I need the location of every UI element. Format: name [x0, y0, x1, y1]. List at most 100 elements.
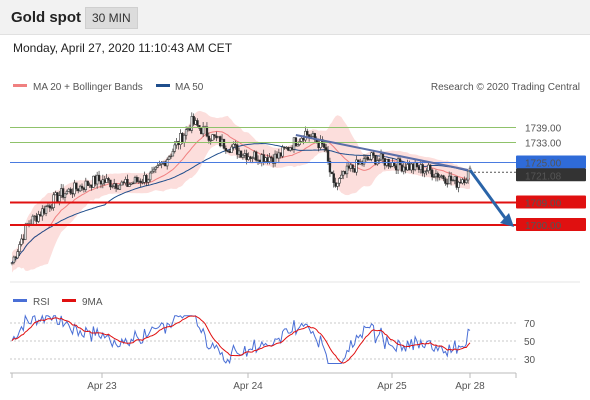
candle-body	[118, 184, 122, 190]
candle-body	[48, 205, 52, 209]
candle-body	[300, 137, 303, 142]
candle-body	[131, 182, 135, 185]
candle-body	[67, 188, 70, 192]
candle-body	[364, 156, 368, 159]
candle-body	[139, 180, 142, 183]
ma50-legend-label: MA 50	[175, 82, 204, 93]
candle-body	[406, 164, 409, 171]
candle-body	[273, 153, 277, 164]
candle-body	[432, 176, 436, 178]
candle-body	[260, 154, 264, 163]
timeframe-badge[interactable]: 30 MIN	[85, 7, 138, 29]
candle-body	[33, 215, 36, 218]
support-label: 1709.00	[525, 199, 562, 210]
candle-body	[150, 170, 154, 174]
candle-body	[245, 153, 248, 160]
candle-body	[438, 175, 441, 178]
candle-body	[169, 155, 173, 158]
candle-body	[412, 163, 415, 171]
x-tick-label: Apr 24	[233, 381, 263, 392]
candle-body	[247, 156, 250, 160]
candle-body	[188, 128, 192, 131]
candle-body	[215, 135, 218, 139]
candle-body	[222, 138, 226, 149]
candle-body	[94, 175, 97, 185]
candle-body	[217, 136, 220, 139]
candle-body	[347, 165, 351, 169]
candle-body	[141, 181, 144, 184]
candle-body	[377, 159, 381, 162]
candle-body	[18, 244, 21, 252]
candle-body	[84, 180, 88, 190]
candle-body	[63, 193, 67, 198]
candle-body	[449, 175, 453, 181]
candle-body	[22, 238, 25, 241]
candle-body	[86, 180, 89, 186]
candle-body	[239, 150, 243, 158]
candle-body	[292, 137, 296, 150]
candle-body	[379, 153, 383, 161]
candle-body	[69, 188, 72, 194]
resistance-label: 1739.00	[525, 124, 562, 135]
candle-body	[52, 194, 55, 208]
candle-body	[39, 214, 42, 217]
candle-body	[181, 132, 184, 143]
candle-body	[323, 143, 326, 148]
candle-body	[370, 152, 373, 160]
candle-body	[440, 175, 443, 177]
candle-body	[122, 181, 125, 184]
candle-body	[463, 179, 466, 183]
candle-body	[336, 182, 339, 187]
candle-body	[343, 171, 347, 175]
candle-body	[95, 174, 99, 185]
candle-body	[78, 185, 82, 192]
candle-body	[355, 159, 358, 173]
candle-body	[107, 178, 110, 181]
candle-body	[209, 139, 212, 142]
candle-body	[213, 134, 216, 137]
candle-body	[148, 172, 152, 181]
candle-body	[408, 164, 411, 171]
candle-body	[362, 158, 366, 165]
chart-header: Gold spot 30 MIN	[0, 0, 590, 35]
candle-body	[258, 159, 262, 163]
candle-body	[73, 182, 76, 195]
candle-body	[465, 179, 468, 183]
candle-body	[275, 153, 279, 159]
candle-body	[402, 166, 405, 172]
candle-body	[196, 120, 199, 126]
candle-body	[279, 152, 282, 157]
candle-body	[56, 192, 59, 202]
forecast-arrow-head	[500, 213, 514, 227]
candle-body	[184, 129, 188, 136]
candle-body	[130, 182, 133, 185]
candle-body	[237, 150, 241, 155]
candle-body	[296, 144, 299, 147]
candle-body	[394, 165, 398, 171]
candle-body	[77, 188, 80, 192]
candle-body	[137, 180, 141, 183]
x-axis: Apr 23 Apr 24 Apr 25 Apr 28	[11, 373, 517, 392]
candle-body	[190, 116, 193, 131]
candle-body	[381, 153, 385, 159]
candle-body	[457, 181, 460, 188]
candle-body	[251, 157, 254, 159]
candle-body	[152, 168, 156, 172]
candle-body	[133, 177, 137, 184]
candle-body	[345, 165, 349, 175]
candle-body	[389, 165, 392, 168]
candle-body	[334, 182, 337, 187]
candle-body	[205, 126, 209, 137]
bollinger-band	[12, 110, 470, 273]
candle-body	[14, 256, 17, 259]
candle-body	[311, 133, 315, 137]
candle-body	[160, 162, 163, 165]
candle-body	[50, 207, 53, 209]
candle-body	[232, 143, 235, 148]
bollinger-legend-swatch	[13, 84, 27, 87]
rsi-ma-line	[11, 315, 471, 364]
candle-body	[92, 175, 95, 188]
candle-body	[167, 156, 171, 161]
candle-body	[109, 179, 112, 188]
